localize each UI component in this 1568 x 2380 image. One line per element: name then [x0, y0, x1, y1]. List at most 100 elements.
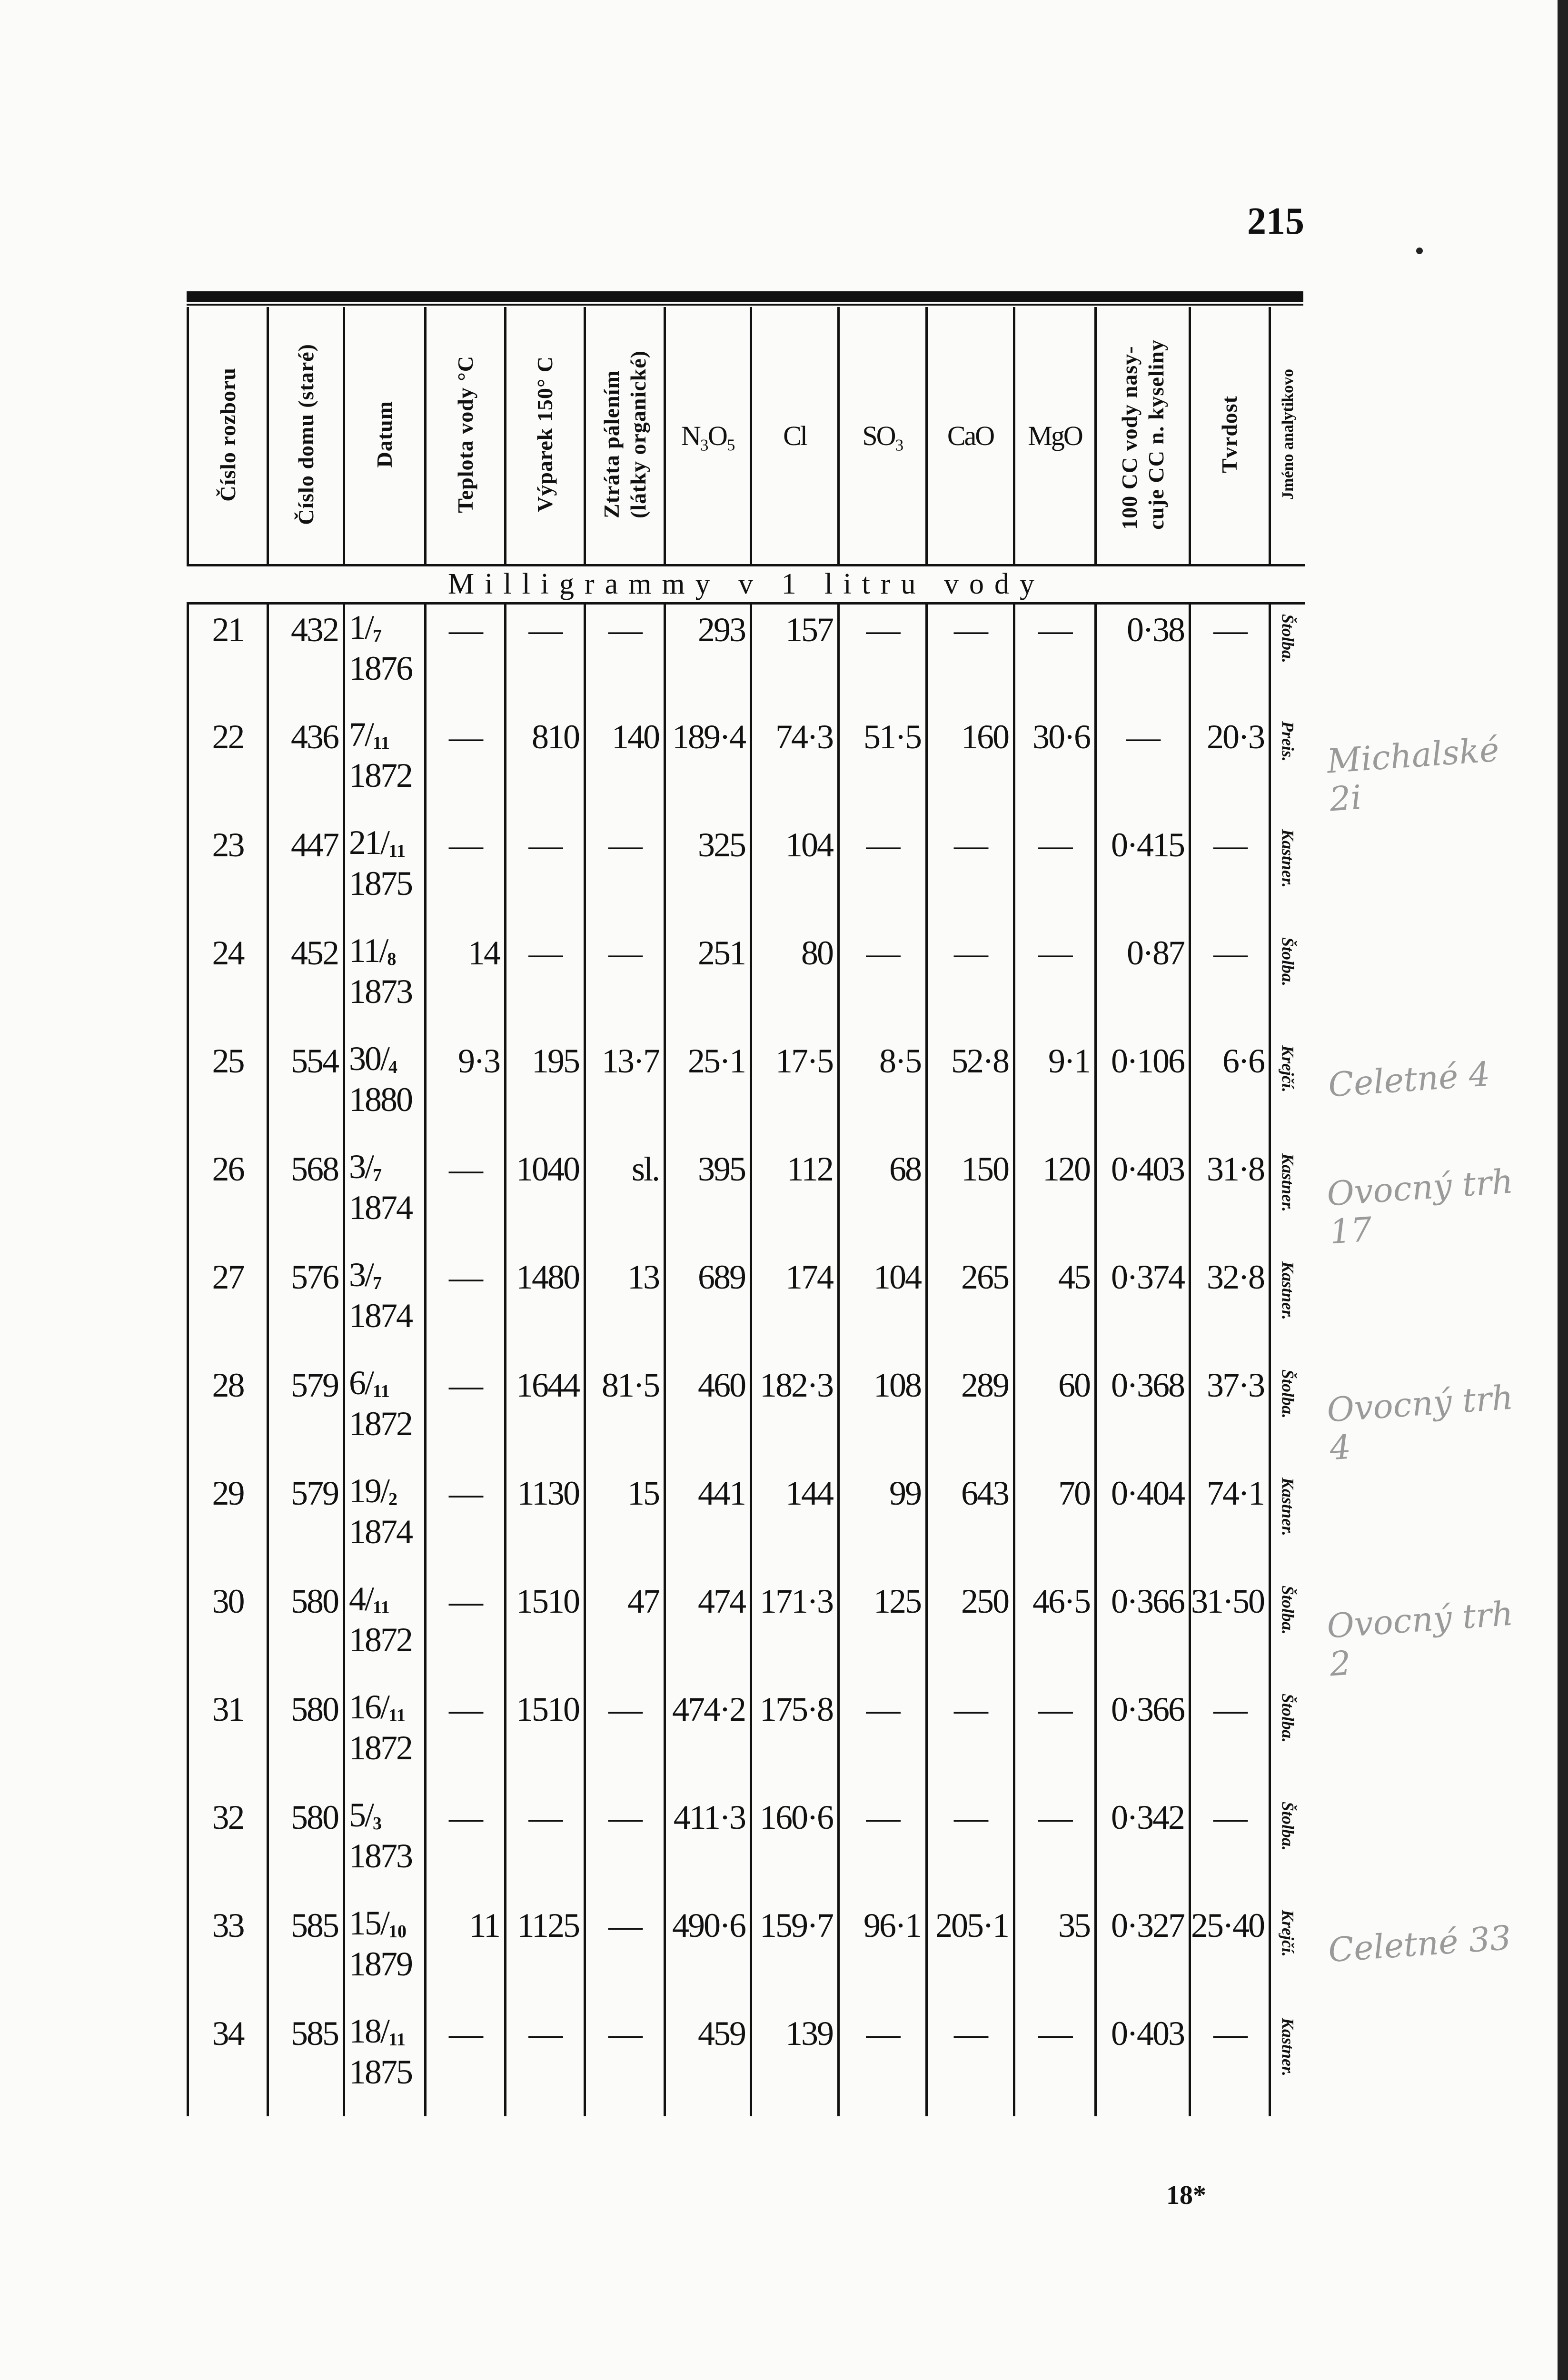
column-header-label: MgO [1028, 420, 1083, 451]
cell-value: — [1213, 1690, 1248, 1728]
cell-value: — [954, 933, 988, 972]
table-row: 29 579 19/2 1874—1130 15 441 144 99 643 70 0·404 74… [187, 1468, 1305, 1576]
cell-value: 8·5 [879, 1041, 922, 1080]
cell-value: — [449, 1798, 483, 1836]
cell-value: 0·403 [1111, 1150, 1185, 1188]
date-month: 11 [388, 841, 406, 861]
page-number: 215 [1247, 200, 1304, 242]
cell-cao: 160 [925, 711, 1014, 820]
cell-value: 150 [961, 1150, 1010, 1188]
cell-hardness: — [1189, 603, 1270, 712]
column-header-label: Tvrdost [1217, 396, 1242, 473]
cell-date: 3/7 1874 [343, 1143, 426, 1252]
cell-mgo: 35 [1013, 1900, 1096, 2008]
cell-value: 459 [698, 2014, 746, 2053]
date-month: 11 [388, 1705, 406, 1726]
cell-value: 29 [212, 1474, 245, 1512]
column-header: MgO [1013, 307, 1096, 565]
cell-no: 26 [187, 1143, 268, 1252]
cell-analyst: Kastner. [1268, 2008, 1305, 2116]
cell-value: 25·40 [1191, 1906, 1265, 1944]
cell-hardness: 31·50 [1189, 1576, 1270, 1684]
cell-n2o5: 411·3 [664, 1792, 751, 1900]
cell-acid: 0·403 [1094, 2008, 1190, 2116]
cell-value: 265 [961, 1258, 1010, 1296]
analyst-name: Štolba. [1278, 1801, 1298, 1851]
cell-value: — [449, 1690, 483, 1728]
cell-analyst: Štolba. [1268, 603, 1305, 712]
cell-value: 189·4 [672, 717, 746, 756]
cell-value: — [608, 1906, 643, 1944]
cell-residue: 1510 [504, 1684, 585, 1792]
cell-date: 21/11 1875 [343, 819, 426, 928]
date-fraction: 11/8 [349, 933, 424, 973]
cell-value: 159·7 [760, 1906, 834, 1944]
cell-residue: — [504, 819, 585, 928]
cell-acid: 0·342 [1094, 1792, 1190, 1900]
date-year: 1880 [349, 1080, 413, 1119]
date-month: 11 [373, 1597, 390, 1617]
column-header-label: Číslo domu (staré) [293, 344, 318, 525]
cell-hardness: 74·1 [1189, 1468, 1270, 1576]
column-header: Ztráta pálením (látky organické) [584, 307, 665, 565]
cell-so3: — [837, 819, 927, 928]
cell-value: — [954, 1798, 988, 1836]
cell-residue: — [504, 1792, 585, 1900]
cell-value: 579 [291, 1366, 339, 1404]
cell-value: 580 [291, 1690, 339, 1728]
date-slash: / [365, 1147, 374, 1186]
cell-no: 32 [187, 1792, 268, 1900]
cell-hardness: — [1189, 2008, 1270, 2116]
cell-so3: 108 [837, 1359, 927, 1468]
date-year: 1875 [349, 864, 413, 902]
cell-loss: — [584, 2008, 665, 2116]
cell-cao: 52·8 [925, 1035, 1014, 1144]
date-slash: / [365, 1795, 374, 1834]
analyst-name: Krejčí. [1278, 1045, 1298, 1092]
cell-value: 689 [698, 1258, 746, 1296]
cell-acid: 0·374 [1094, 1251, 1190, 1360]
date-slash: / [365, 1363, 374, 1402]
date-day: 6 [349, 1363, 366, 1402]
table-row: 34 585 18/11 1875— — —459 139— — —0·403— Kastner. [187, 2008, 1305, 2116]
analyst-name: Štolba. [1278, 614, 1298, 664]
cell-temp: — [424, 1251, 506, 1360]
cell-value: 51·5 [863, 717, 922, 756]
table-row: 24 452 11/8 1873 14— —251 80— — —0·87— Štolba. [187, 927, 1305, 1036]
cell-date: 6/11 1872 [343, 1359, 426, 1468]
cell-loss: 15 [584, 1468, 665, 1576]
cell-value: 37·3 [1207, 1366, 1265, 1404]
cell-n2o5: 441 [664, 1468, 751, 1576]
cell-date: 16/11 1872 [343, 1684, 426, 1792]
analyst-name: Kastner. [1278, 829, 1298, 888]
cell-value: — [528, 933, 563, 972]
cell-value: 24 [212, 933, 245, 972]
date-fraction: 1/7 [349, 610, 424, 650]
cell-residue: 1130 [504, 1468, 585, 1576]
cell-cl: 74·3 [750, 711, 839, 820]
column-header-label: N₃O₅ [681, 420, 736, 451]
cell-analyst: Kastner. [1268, 1468, 1305, 1576]
cell-value: 120 [1042, 1150, 1091, 1188]
cell-value: 1125 [517, 1906, 580, 1944]
date-month: 2 [388, 1489, 398, 1509]
cell-so3: — [837, 1792, 927, 1900]
cell-house: 580 [267, 1792, 344, 1900]
column-header: Číslo rozboru [187, 307, 268, 565]
cell-value: 579 [291, 1474, 339, 1512]
cell-value: 144 [785, 1474, 834, 1512]
cell-value: 0·342 [1111, 1798, 1185, 1836]
cell-residue: 810 [504, 711, 585, 820]
cell-hardness: 31·8 [1189, 1143, 1270, 1252]
cell-mgo: 46·5 [1013, 1576, 1096, 1684]
cell-value: 460 [698, 1366, 746, 1404]
cell-acid: 0·87 [1094, 927, 1190, 1036]
cell-temp: — [424, 1468, 506, 1576]
cell-temp: — [424, 711, 506, 820]
cell-date: 1/7 1876 [343, 603, 426, 712]
analyst-name: Preis. [1278, 721, 1298, 762]
analyst-name: Kastner. [1278, 1153, 1298, 1212]
cell-value: 68 [889, 1150, 922, 1188]
analyst-name: Štolba. [1278, 1369, 1298, 1418]
analyst-name: Štolba. [1278, 1693, 1298, 1743]
